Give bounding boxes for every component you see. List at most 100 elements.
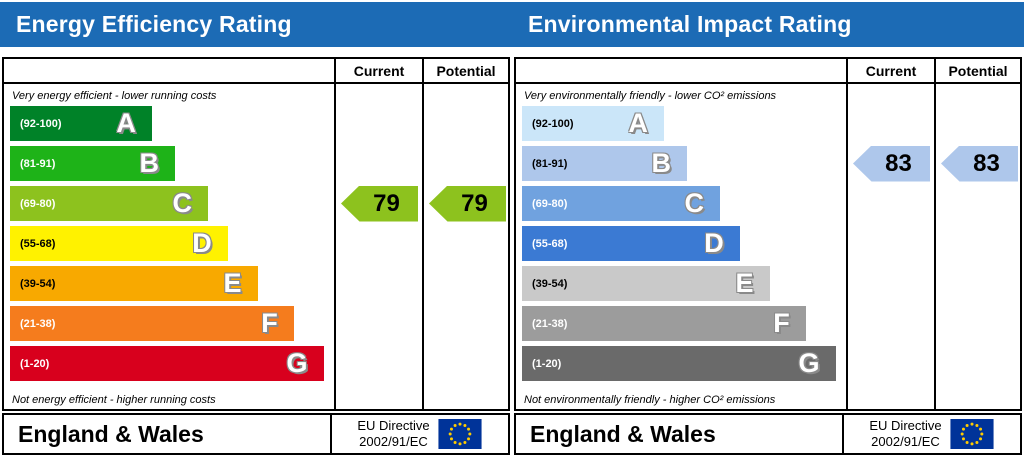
environmental-title-bar: Environmental Impact Rating [512, 2, 1024, 47]
band-letter: A [628, 107, 648, 138]
band-range-label: (81-91) [532, 157, 568, 170]
eu-flag-icon [950, 419, 994, 449]
band-row-b: (81-91) B [4, 146, 334, 181]
energy-table-body: Very energy efficient - lower running co… [4, 84, 508, 409]
environmental-impact-panel: Environmental Impact Rating Current Pote… [512, 0, 1024, 457]
band-letter: D [704, 227, 724, 258]
potential-rating-arrow: 83 [941, 145, 1018, 182]
current-rating-arrow: 79 [341, 185, 418, 222]
band-row-e: (39-54) E [516, 266, 846, 301]
energy-current-column: 79 [334, 84, 422, 409]
band-range-label: (92-100) [532, 117, 574, 130]
band-range-label: (55-68) [532, 237, 568, 250]
environmental-table-header: Current Potential [516, 59, 1020, 84]
band-row-d: (55-68) D [516, 226, 846, 261]
band-row-e: (39-54) E [4, 266, 334, 301]
band-row-g: (1-20) G [516, 346, 846, 381]
header-spacer [4, 59, 334, 82]
band-bar-g: (1-20) G [522, 346, 836, 381]
environmental-caption-bottom: Not environmentally friendly - higher CO… [524, 394, 776, 406]
band-letter: F [261, 307, 278, 338]
band-range-label: (92-100) [20, 117, 62, 130]
energy-rating-table: Current Potential Very energy efficient … [2, 57, 510, 411]
header-spacer [516, 59, 846, 82]
band-letter: D [192, 227, 212, 258]
potential-column-header: Potential [422, 59, 508, 82]
band-letter: G [798, 347, 820, 378]
environmental-current-column: 83 [846, 84, 934, 409]
environmental-rating-table: Current Potential Very environmentally f… [514, 57, 1022, 411]
band-bar-d: (55-68) D [522, 226, 740, 261]
band-letter: E [223, 267, 242, 298]
band-letter: B [139, 147, 160, 178]
band-range-label: (1-20) [20, 357, 50, 370]
band-range-label: (21-38) [20, 317, 56, 330]
environmental-potential-column: 83 [934, 84, 1020, 409]
band-row-a: (92-100) A [516, 106, 846, 141]
band-row-f: (21-38) F [4, 306, 334, 341]
band-range-label: (69-80) [532, 197, 568, 210]
environmental-caption-top: Very environmentally friendly - lower CO… [524, 90, 777, 102]
band-row-a: (92-100) A [4, 106, 334, 141]
potential-rating-arrow: 79 [429, 185, 506, 222]
eu-directive-line1: EU Directive [869, 418, 942, 434]
band-bar-f: (21-38) F [10, 306, 294, 341]
current-column-header: Current [334, 59, 422, 82]
energy-potential-column: 79 [422, 84, 508, 409]
energy-panel-title: Energy Efficiency Rating [16, 11, 292, 37]
band-bar-b: (81-91) B [522, 146, 687, 181]
band-letter: A [116, 107, 136, 138]
band-letter: C [684, 187, 705, 218]
band-letter: G [286, 347, 308, 378]
eu-directive-label: EU Directive 2002/91/EC [869, 418, 941, 449]
band-range-label: (21-38) [532, 317, 568, 330]
band-row-g: (1-20) G [4, 346, 334, 381]
band-range-label: (1-20) [532, 357, 562, 370]
band-letter: B [651, 147, 672, 178]
band-bar-g: (1-20) G [10, 346, 324, 381]
energy-band-chart: Very energy efficient - lower running co… [4, 84, 334, 409]
band-range-label: (55-68) [20, 237, 56, 250]
energy-caption-top: Very energy efficient - lower running co… [12, 90, 217, 102]
eu-flag-icon [438, 419, 482, 449]
band-bar-a: (92-100) A [10, 106, 152, 141]
band-row-d: (55-68) D [4, 226, 334, 261]
band-range-label: (39-54) [20, 277, 56, 290]
eu-directive-cell: EU Directive 2002/91/EC [330, 415, 508, 453]
environmental-band-chart: Very environmentally friendly - lower CO… [516, 84, 846, 409]
energy-table-header: Current Potential [4, 59, 508, 84]
energy-rating-bands: (92-100) A (81-91) B (69-80) C (55-68) D (39-54)… [4, 106, 334, 386]
band-letter: C [172, 187, 193, 218]
band-bar-c: (69-80) C [522, 186, 720, 221]
eu-directive-line1: EU Directive [357, 418, 430, 434]
band-bar-c: (69-80) C [10, 186, 208, 221]
band-range-label: (81-91) [20, 157, 56, 170]
environmental-table-body: Very environmentally friendly - lower CO… [516, 84, 1020, 409]
environmental-rating-bands: (92-100) A (81-91) B (69-80) C (55-68) D (39-54)… [516, 106, 846, 386]
eu-directive-line2: 2002/91/EC [359, 434, 428, 449]
band-letter: F [773, 307, 790, 338]
band-row-f: (21-38) F [516, 306, 846, 341]
eu-directive-cell: EU Directive 2002/91/EC [842, 415, 1020, 453]
band-bar-e: (39-54) E [10, 266, 258, 301]
energy-efficiency-panel: Energy Efficiency Rating Current Potenti… [0, 0, 512, 457]
current-column-header: Current [846, 59, 934, 82]
environmental-panel-title: Environmental Impact Rating [528, 11, 852, 37]
band-bar-a: (92-100) A [522, 106, 664, 141]
eu-directive-line2: 2002/91/EC [871, 434, 940, 449]
band-bar-d: (55-68) D [10, 226, 228, 261]
current-rating-arrow: 83 [853, 145, 930, 182]
band-row-c: (69-80) C [516, 186, 846, 221]
environmental-footer: England & Wales EU Directive 2002/91/EC [514, 413, 1022, 455]
energy-title-bar: Energy Efficiency Rating [0, 2, 512, 47]
band-bar-e: (39-54) E [522, 266, 770, 301]
region-label: England & Wales [18, 420, 204, 447]
region-label: England & Wales [530, 420, 716, 447]
eu-directive-label: EU Directive 2002/91/EC [357, 418, 429, 449]
band-range-label: (39-54) [532, 277, 568, 290]
band-range-label: (69-80) [20, 197, 56, 210]
band-row-b: (81-91) B [516, 146, 846, 181]
energy-footer: England & Wales EU Directive 2002/91/EC [2, 413, 510, 455]
potential-column-header: Potential [934, 59, 1020, 82]
band-letter: E [735, 267, 754, 298]
